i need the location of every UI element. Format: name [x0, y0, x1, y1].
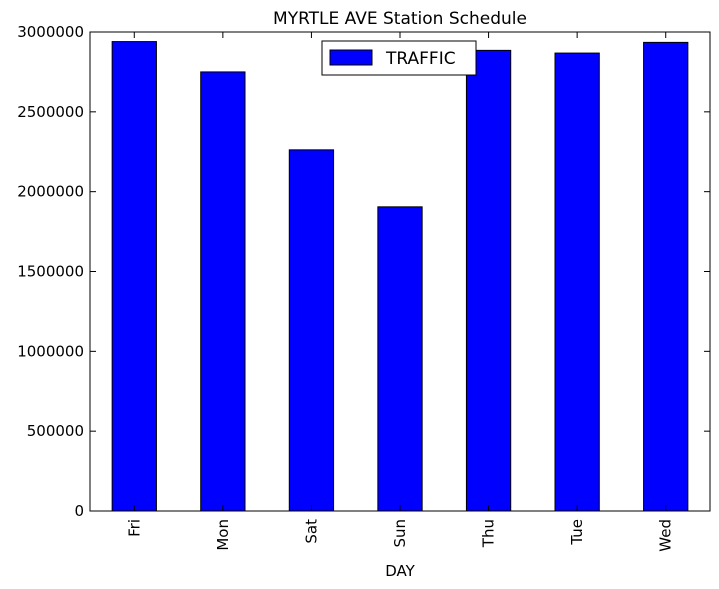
bar-wed	[643, 41, 689, 512]
legend: TRAFFIC	[321, 40, 477, 76]
bar-thu	[465, 49, 512, 512]
x-tick-label: Tue	[568, 519, 586, 546]
plot-frame	[89, 31, 711, 512]
y-tick-label: 500000	[27, 422, 84, 440]
y-tick-label: 2000000	[17, 183, 84, 201]
y-tick-label: 1500000	[17, 263, 84, 281]
bar-fri	[111, 41, 157, 512]
bars	[111, 41, 689, 512]
y-tick-label: 2500000	[17, 103, 84, 121]
chart-title: MYRTLE AVE Station Schedule	[273, 9, 527, 29]
x-tick-label: Sat	[302, 519, 320, 544]
bar-tue	[554, 52, 600, 512]
y-tick-label: 0	[74, 502, 84, 520]
bar-sun	[377, 206, 423, 512]
x-tick-label: Mon	[214, 519, 232, 551]
x-axis: Fri Mon Sat Sun Thu Tue Wed	[125, 32, 675, 552]
y-axis: 0 500000 1000000 1500000 2000000 2500000 30000…	[17, 23, 710, 520]
x-tick-label: Thu	[480, 519, 498, 548]
x-axis-label: DAY	[385, 562, 415, 580]
bar-sat	[288, 149, 335, 512]
bar-mon	[200, 71, 246, 512]
x-tick-label: Sun	[391, 519, 409, 548]
x-tick-label: Fri	[125, 519, 143, 537]
legend-swatch	[329, 49, 373, 66]
legend-label: TRAFFIC	[385, 49, 456, 69]
y-tick-label: 1000000	[17, 342, 84, 360]
x-tick-label: Wed	[657, 519, 675, 552]
y-tick-label: 3000000	[17, 23, 84, 41]
